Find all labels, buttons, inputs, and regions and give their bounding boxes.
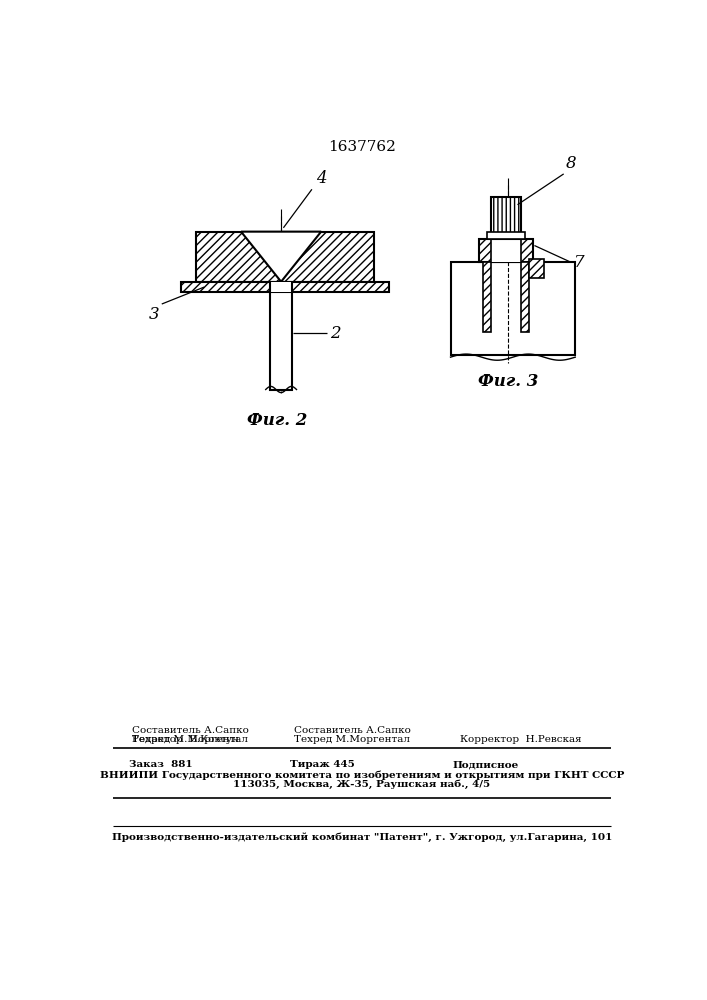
Text: 7: 7 — [573, 254, 584, 271]
Text: Техред М.Моргентал: Техред М.Моргентал — [132, 735, 248, 744]
Polygon shape — [491, 197, 521, 239]
Text: 2: 2 — [330, 325, 341, 342]
Polygon shape — [181, 282, 389, 292]
Polygon shape — [270, 282, 292, 292]
Text: Подписное: Подписное — [452, 760, 518, 769]
Text: Техред М.Моргентал: Техред М.Моргентал — [294, 735, 410, 744]
Text: 1637762: 1637762 — [328, 140, 396, 154]
Polygon shape — [483, 262, 491, 332]
Text: Тираж 445: Тираж 445 — [291, 760, 355, 769]
Text: 4: 4 — [316, 170, 327, 187]
Text: Фиг. 3: Фиг. 3 — [478, 373, 539, 390]
Polygon shape — [450, 262, 575, 355]
Polygon shape — [270, 292, 292, 389]
Text: Заказ  881: Заказ 881 — [129, 760, 192, 769]
Text: 113035, Москва, Ж-35, Раушская наб., 4/5: 113035, Москва, Ж-35, Раушская наб., 4/5 — [233, 779, 491, 789]
Polygon shape — [491, 239, 521, 262]
Polygon shape — [479, 239, 533, 262]
Polygon shape — [529, 259, 544, 278]
Text: Редактор  В.Ковтун: Редактор В.Ковтун — [132, 735, 240, 744]
Text: Фиг. 2: Фиг. 2 — [247, 412, 308, 429]
Polygon shape — [521, 262, 529, 332]
Text: Корректор  Н.Ревская: Корректор Н.Ревская — [460, 735, 581, 744]
Polygon shape — [486, 232, 525, 239]
Text: Производственно-издательский комбинат "Патент", г. Ужгород, ул.Гагарина, 101: Производственно-издательский комбинат "П… — [112, 833, 612, 842]
Polygon shape — [241, 232, 321, 282]
Text: ВНИИПИ Государственного комитета по изобретениям и открытиям при ГКНТ СССР: ВНИИПИ Государственного комитета по изоб… — [100, 770, 624, 780]
Text: Составитель А.Сапко: Составитель А.Сапко — [294, 726, 411, 735]
Polygon shape — [197, 232, 373, 282]
Text: Составитель А.Сапко: Составитель А.Сапко — [132, 726, 250, 735]
Text: 8: 8 — [566, 155, 577, 172]
Text: 3: 3 — [148, 306, 160, 323]
